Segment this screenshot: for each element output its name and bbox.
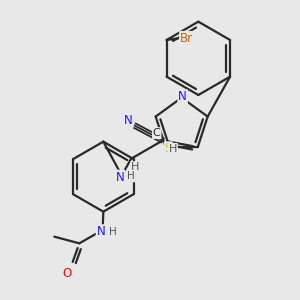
Text: H: H [131,162,139,172]
Text: N: N [116,171,124,184]
Text: Br: Br [180,32,193,45]
Text: H: H [169,144,177,154]
Text: S: S [165,142,172,155]
Text: N: N [178,90,187,103]
Text: H: H [109,227,116,237]
Text: H: H [127,171,135,182]
Text: N: N [97,225,105,238]
Text: C: C [153,128,160,138]
Text: N: N [124,114,133,127]
Text: O: O [62,267,72,280]
